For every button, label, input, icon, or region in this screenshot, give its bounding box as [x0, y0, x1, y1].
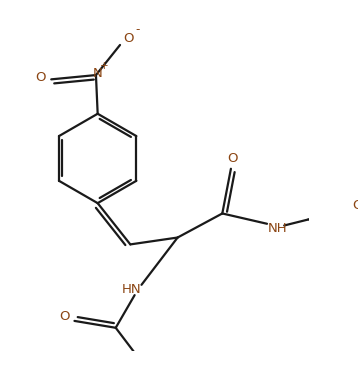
Text: +: + — [100, 61, 109, 71]
Text: -: - — [135, 23, 139, 36]
Text: NH: NH — [267, 221, 287, 234]
Text: O: O — [59, 310, 69, 323]
Text: O: O — [124, 31, 134, 45]
Text: O: O — [227, 152, 238, 165]
Text: N: N — [93, 67, 102, 80]
Text: O: O — [36, 71, 46, 84]
Text: O: O — [352, 199, 358, 212]
Text: HN: HN — [121, 283, 141, 295]
